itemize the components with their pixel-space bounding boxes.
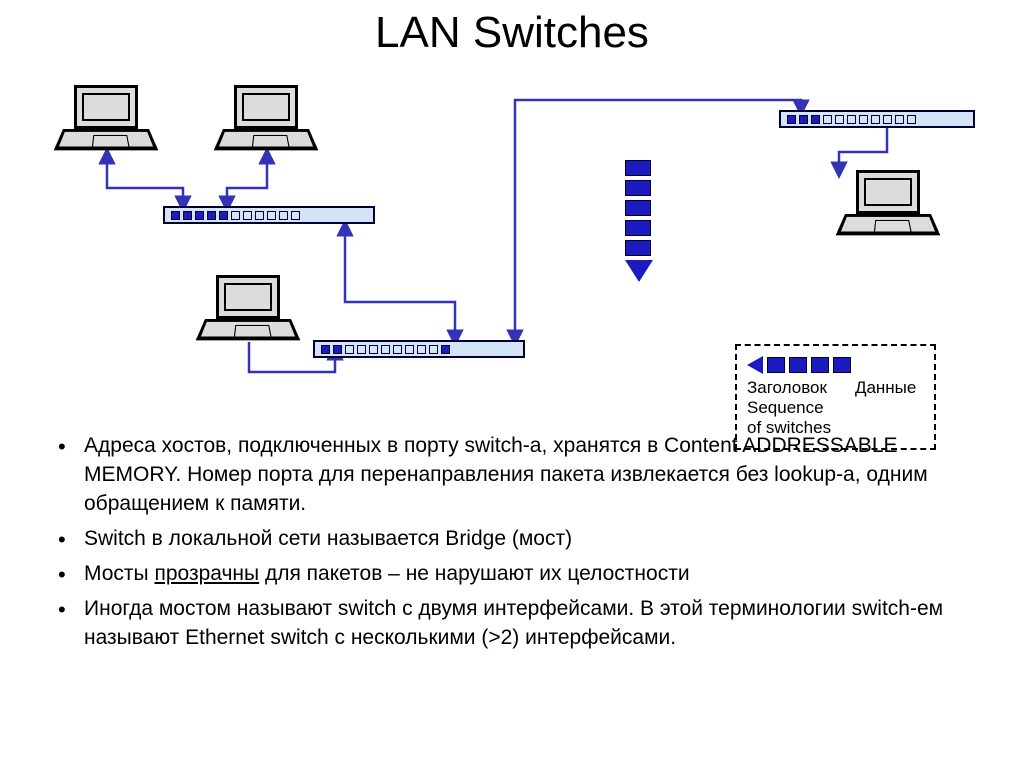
legend-line-2: Sequence xyxy=(747,398,916,418)
bullet-item: Switch в локальной сети называется Bridg… xyxy=(56,525,976,554)
legend-data-label: Данные xyxy=(855,378,916,398)
legend-header-label: Заголовок xyxy=(747,378,827,398)
legend-packet-icon xyxy=(747,356,916,374)
network-diagram: Заголовок Данные Sequence of switches xyxy=(35,70,995,410)
packet-stream xyxy=(625,160,653,282)
bullet-item: Мосты прозрачны для пакетов – не нарушаю… xyxy=(56,560,976,589)
bullet-item: Иногда мостом называют switch с двумя ин… xyxy=(56,595,976,653)
switch-2 xyxy=(313,340,525,358)
slide-title: LAN Switches xyxy=(0,8,1024,58)
switch-3 xyxy=(779,110,975,128)
bullet-item: Адреса хостов, подключенных в порту swit… xyxy=(56,432,976,519)
laptop-a xyxy=(63,85,149,151)
bullet-list: Адреса хостов, подключенных в порту swit… xyxy=(56,432,976,659)
laptop-c xyxy=(205,275,291,341)
laptop-d xyxy=(845,170,931,236)
switch-1 xyxy=(163,206,375,224)
laptop-b xyxy=(223,85,309,151)
